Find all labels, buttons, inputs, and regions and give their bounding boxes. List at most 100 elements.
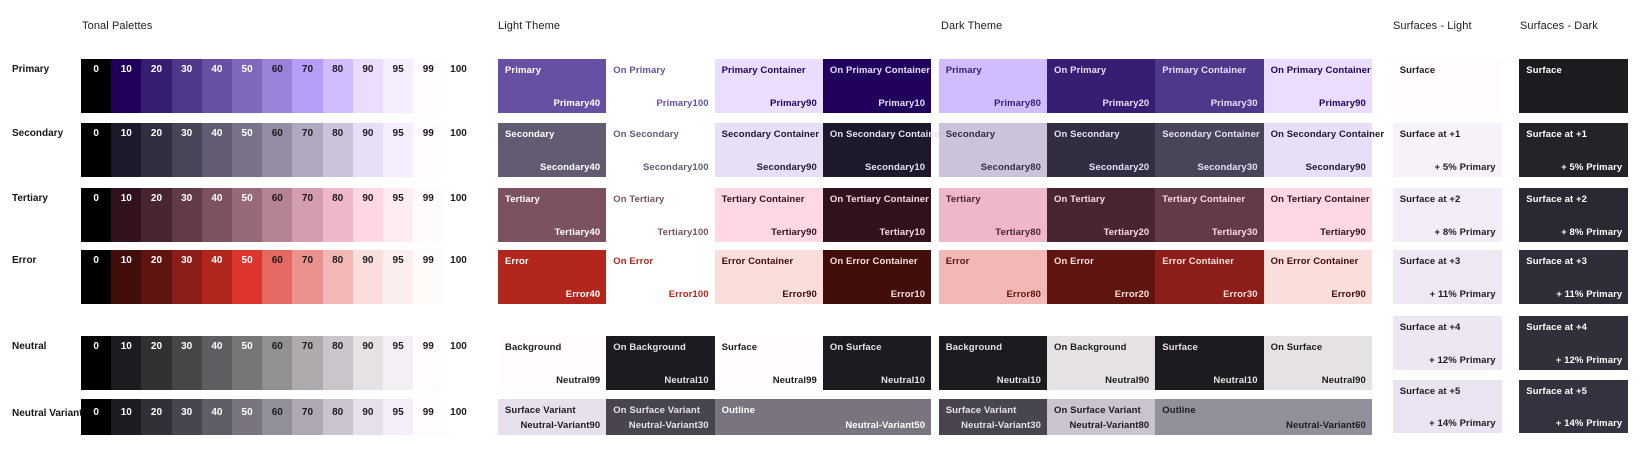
tonal-swatch: 80 [322,336,353,390]
surface-swatch: Surface at +5 + 14% Primary [1519,380,1629,433]
color-role-label: On Secondary Container [1270,129,1385,140]
color-role-label: On Error Container [1270,256,1359,267]
tonal-swatch: 100 [443,59,474,113]
surface-swatch: Surface [1392,59,1502,113]
tonal-swatch: 60 [262,336,293,390]
tone-value-label: Neutral90 [1105,375,1150,386]
theme-swatch: On Error Container Error90 [1263,250,1372,304]
color-role-label: Secondary Container [1162,129,1260,140]
color-role-label: On Primary [1054,65,1107,76]
tonal-swatch: 10 [111,59,142,113]
tone-value-label: Error90 [1331,289,1366,300]
color-role-label: On Surface [1270,342,1323,353]
tonal-swatch: 0 [81,59,112,113]
tone-value-label: Primary20 [1102,98,1150,109]
tonal-swatch: 80 [322,59,353,113]
tonal-swatch: 80 [322,123,353,177]
theme-swatch: On Surface Variant Neutral-Variant80 [1047,399,1156,435]
tonal-swatch: 30 [171,399,202,435]
color-role-label: On Secondary [613,129,679,140]
theme-swatch: Secondary Container Secondary90 [714,123,823,177]
color-role-label: Outline [1162,405,1196,416]
tonal-swatch: 99 [413,123,444,177]
color-role-label: On Secondary Container [829,129,944,140]
tonal-swatch: 30 [171,250,202,304]
tone-value-label: Neutral90 [1321,375,1366,386]
surface-swatch: Surface at +4 + 12% Primary [1392,316,1502,370]
tonal-swatch: 95 [383,399,414,435]
theme-swatch: On Tertiary Tertiary100 [606,188,715,242]
tone-value-label: Tertiary90 [771,227,817,238]
theme-swatch: Outline Neutral-Variant50 [714,399,932,435]
palette-row-label: Neutral [12,341,47,352]
section-title-surfaces-dark: Surfaces - Dark [1520,20,1598,32]
theme-swatch: On Surface Neutral10 [822,336,932,390]
tone-value-label: Primary90 [770,98,817,109]
theme-swatch: On Secondary Secondary20 [1047,123,1156,177]
surface-swatch: Surface at +2 + 8% Primary [1519,188,1629,242]
tonal-swatch: 99 [413,336,444,390]
tonal-swatch: 20 [141,123,172,177]
tone-value-label: Secondary80 [980,162,1041,173]
tonal-swatch: 50 [232,399,263,435]
tonal-swatch: 0 [81,250,112,304]
tonal-swatch: 10 [111,250,142,304]
tone-value-label: Secondary20 [1089,162,1150,173]
surface-tint-label: + 8% Primary [1561,227,1623,238]
color-role-label: Background [505,342,562,353]
theme-swatch: Surface Variant Neutral-Variant30 [938,399,1047,435]
section-title-tonal-palettes: Tonal Palettes [82,20,153,32]
color-role-label: On Tertiary Container [1270,194,1370,205]
theme-swatch: Tertiary Tertiary40 [498,188,607,242]
surface-tint-label: + 5% Primary [1434,162,1496,173]
surface-level-label: Surface at +4 [1526,322,1588,333]
tone-value-label: Primary30 [1210,98,1258,109]
tone-value-label: Error30 [1223,289,1258,300]
tone-value-label: Neutral10 [664,375,709,386]
color-role-label: Secondary [945,129,996,140]
surface-level-label: Surface at +1 [1399,129,1461,140]
theme-swatch: Error Container Error30 [1155,250,1264,304]
color-role-label: Tertiary Container [1162,194,1246,205]
color-role-label: On Primary [613,65,666,76]
tonal-swatch: 100 [443,250,474,304]
tonal-swatch: 60 [262,188,293,242]
tonal-swatch: 90 [352,123,383,177]
tonal-swatch: 60 [262,250,293,304]
tonal-swatch: 100 [443,123,474,177]
surface-tint-label: + 12% Primary [1555,355,1623,366]
theme-swatch: Tertiary Container Tertiary90 [714,188,823,242]
color-role-label: Primary [505,65,542,76]
color-role-label: Error [945,256,970,267]
tonal-swatch: 99 [413,399,444,435]
tone-value-label: Tertiary40 [554,227,601,238]
tonal-swatch: 90 [352,188,383,242]
theme-swatch: Primary Container Primary30 [1155,59,1264,113]
tonal-swatch: 70 [292,399,323,435]
tonal-swatch: 90 [352,250,383,304]
surface-tint-label: + 8% Primary [1434,227,1496,238]
color-role-label: On Error [1054,256,1094,267]
theme-swatch: Background Neutral10 [938,336,1047,390]
surface-level-label: Surface at +2 [1399,194,1461,205]
tonal-swatch: 70 [292,59,323,113]
tonal-swatch: 60 [262,59,293,113]
tonal-swatch: 20 [141,188,172,242]
surface-swatch: Surface at +3 + 11% Primary [1392,250,1502,304]
tone-value-label: Tertiary30 [1211,227,1258,238]
color-role-label: On Error [613,256,654,267]
tonal-swatch: 20 [141,399,172,435]
tone-value-label: Error10 [890,289,926,300]
theme-swatch: Primary Primary80 [938,59,1047,113]
palette-row-label: Error [12,255,37,266]
tonal-swatch: 90 [352,399,383,435]
tonal-swatch: 50 [232,59,263,113]
tonal-swatch: 30 [171,188,202,242]
tone-value-label: Neutral10 [1213,375,1258,386]
surface-swatch: Surface at +5 + 14% Primary [1392,380,1502,433]
theme-swatch: Outline Neutral-Variant60 [1155,399,1372,435]
color-role-label: On Surface Variant [1054,405,1141,416]
palette-row-label: Tertiary [12,193,48,204]
theme-swatch: Surface Neutral99 [714,336,823,390]
tonal-swatch: 90 [352,336,383,390]
